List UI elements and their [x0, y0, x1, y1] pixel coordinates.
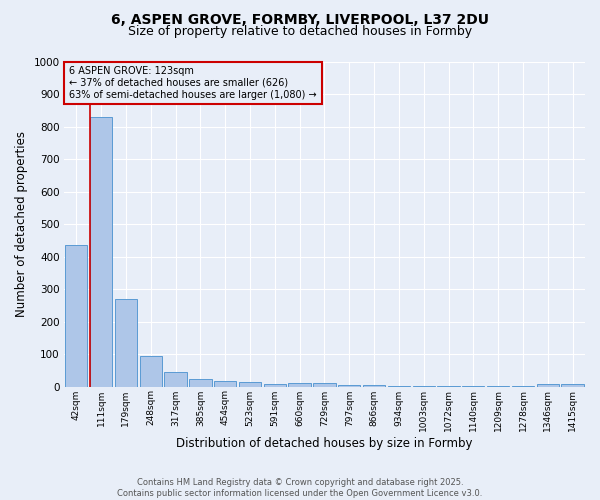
Y-axis label: Number of detached properties: Number of detached properties [15, 131, 28, 317]
Bar [65, 245, 88, 386]
Text: 6, ASPEN GROVE, FORMBY, LIVERPOOL, L37 2DU: 6, ASPEN GROVE, FORMBY, LIVERPOOL, L37 2… [111, 12, 489, 26]
Bar [363, 385, 385, 386]
Bar [115, 299, 137, 386]
Bar [214, 381, 236, 386]
Bar [338, 385, 361, 386]
Bar [289, 384, 311, 386]
Bar [239, 382, 261, 386]
Text: Contains HM Land Registry data © Crown copyright and database right 2025.
Contai: Contains HM Land Registry data © Crown c… [118, 478, 482, 498]
Text: 6 ASPEN GROVE: 123sqm
← 37% of detached houses are smaller (626)
63% of semi-det: 6 ASPEN GROVE: 123sqm ← 37% of detached … [69, 66, 317, 100]
Bar [164, 372, 187, 386]
Bar [313, 384, 335, 386]
Bar [536, 384, 559, 386]
Text: Size of property relative to detached houses in Formby: Size of property relative to detached ho… [128, 25, 472, 38]
Bar [140, 356, 162, 386]
Bar [263, 384, 286, 386]
X-axis label: Distribution of detached houses by size in Formby: Distribution of detached houses by size … [176, 437, 473, 450]
Bar [189, 380, 212, 386]
Bar [562, 384, 584, 386]
Bar [90, 117, 112, 386]
